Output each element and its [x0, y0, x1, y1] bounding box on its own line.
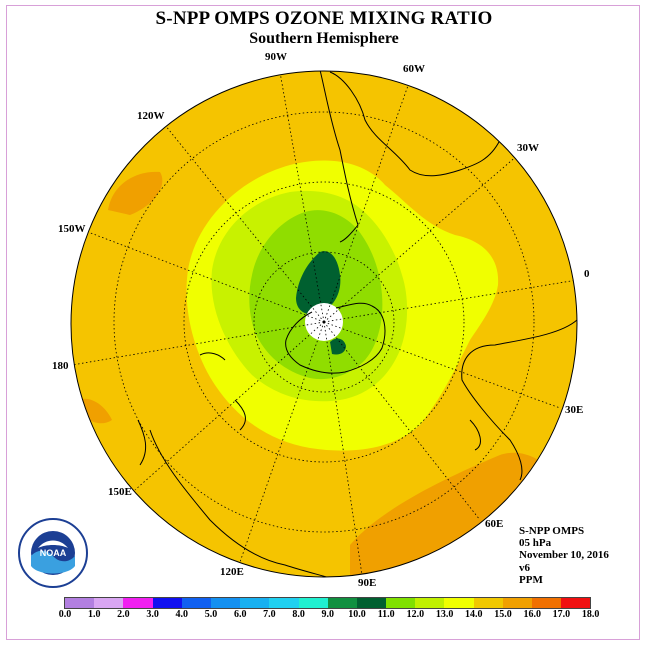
lon-label-120w: 120W: [137, 110, 165, 122]
colorbar-tick-label: 4.0: [175, 609, 189, 620]
colorbar-swatch: [473, 598, 503, 608]
colorbar-swatch: [444, 598, 474, 608]
colorbar-tick-label: 16.0: [523, 609, 541, 620]
colorbar-tick-label: 5.0: [204, 609, 218, 620]
colorbar-swatch: [210, 598, 241, 608]
colorbar-swatch: [181, 598, 211, 608]
colorbar-tick-label: 13.0: [435, 609, 454, 620]
colorbar-swatch: [123, 598, 153, 608]
colorbar-swatch: [65, 598, 95, 608]
colorbar-swatch: [532, 598, 562, 608]
colorbar-tick-label: 8.0: [292, 609, 305, 620]
info-level: 05 hPa: [519, 537, 552, 550]
colorbar-tick-label: 3.0: [146, 609, 159, 620]
colorbar-tick-label: 2.0: [117, 609, 130, 620]
noaa-logo: NOAA: [18, 518, 88, 588]
colorbar-tick-label: 10.0: [348, 609, 366, 620]
lon-label-60w: 60W: [403, 63, 425, 75]
map-boundary: [70, 70, 578, 578]
info-version: v6: [519, 561, 530, 574]
info-date: November 10, 2016: [519, 549, 609, 562]
colorbar-swatch: [327, 598, 357, 608]
lon-label-90w: 90W: [265, 51, 287, 63]
colorbar-swatch: [415, 598, 445, 608]
noaa-logo-text: NOAA: [40, 548, 67, 558]
info-block: S-NPP OMPS 05 hPa November 10, 2016 v6 P…: [519, 525, 609, 586]
colorbar-swatch: [356, 598, 387, 608]
ozone-patch-14-15-west: [108, 171, 163, 215]
colorbar-swatch: [152, 598, 182, 608]
colorbar-swatch: [561, 598, 591, 608]
colorbar-swatch: [240, 598, 270, 608]
colorbar-tick-label: 12.0: [406, 609, 425, 620]
lon-label-150e: 150E: [108, 486, 132, 498]
info-units: PPM: [519, 573, 543, 586]
colorbar-tick-label: 17.0: [552, 609, 571, 620]
colorbar: [64, 597, 592, 609]
colorbar-tick-label: 18.0: [581, 609, 600, 620]
ozone-region-9-10-upper: [296, 251, 341, 315]
lon-label-30e: 30E: [565, 404, 584, 416]
lon-label-0: 0: [584, 268, 590, 280]
lon-label-30w: 30W: [517, 142, 539, 154]
lon-label-150w: 150W: [58, 223, 86, 235]
colorbar-swatch: [269, 598, 299, 608]
colorbar-tick-label: 1.0: [87, 609, 101, 620]
colorbar-tick-label: 11.0: [377, 609, 395, 620]
colorbar-swatch: [386, 598, 416, 608]
colorbar-tick-label: 15.0: [494, 609, 512, 620]
colorbar-swatch: [298, 598, 328, 608]
figure-frame: [6, 5, 640, 640]
map-title: S-NPP OMPS OZONE MIXING RATIO: [155, 8, 493, 29]
coastlines: [137, 71, 577, 577]
colorbar-tick-label: 6.0: [233, 609, 247, 620]
colorbar-tick-label: 9.0: [321, 609, 335, 620]
colorbar-tick-label: 7.0: [263, 609, 276, 620]
colorbar-swatch: [94, 598, 124, 608]
colorbar-tick-label: 0.0: [58, 609, 72, 620]
colorbar-swatch: [502, 598, 532, 608]
lon-label-120e: 120E: [220, 566, 244, 578]
lon-label-60e: 60E: [485, 518, 504, 530]
colorbar-tick-label: 14.0: [465, 609, 483, 620]
ozone-region-9-10-lower: [330, 338, 346, 355]
lon-label-180: 180: [52, 360, 69, 372]
map-subtitle: Southern Hemisphere: [249, 30, 399, 47]
lon-label-90e: 90E: [358, 577, 377, 589]
graticule: [71, 71, 577, 576]
info-instrument: S-NPP OMPS: [519, 525, 585, 537]
